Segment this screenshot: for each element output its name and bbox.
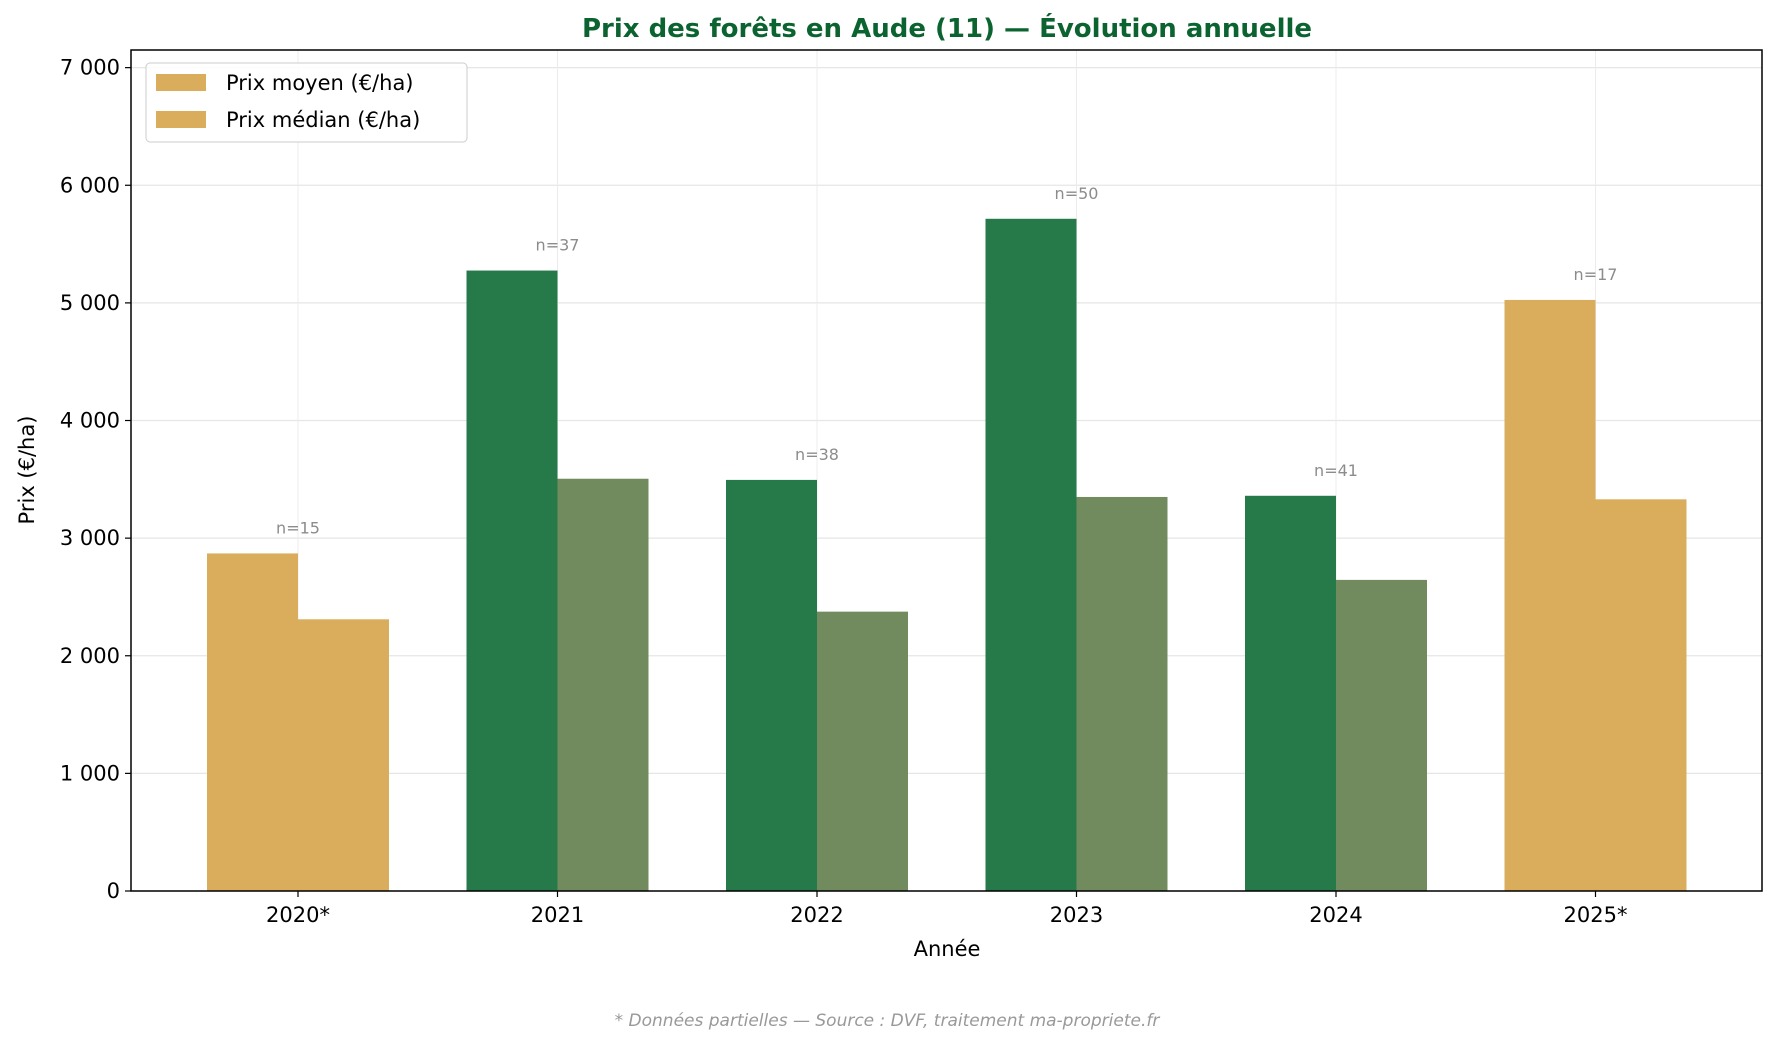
bar-moyen (466, 270, 558, 891)
legend: Prix moyen (€/ha) Prix médian (€/ha) (145, 62, 468, 143)
count-annotation: n=37 (536, 236, 580, 255)
y-tick-label: 1 000 (60, 761, 120, 785)
bar-moyen (726, 479, 817, 891)
footnote: * Données partielles — Source : DVF, tra… (615, 1011, 1161, 1031)
y-tick-label: 3 000 (60, 526, 120, 550)
count-annotation: n=15 (276, 518, 320, 537)
legend-swatch-median (156, 111, 206, 128)
legend-label-median: Prix médian (€/ha) (226, 108, 420, 132)
bar-moyen (1504, 299, 1596, 892)
x-axis: 2020* 2021 2022 2023 2024 2025* (266, 891, 1627, 927)
plot-frame (130, 49, 1763, 892)
x-tick-label: 2022 (790, 903, 843, 927)
bar-median (1076, 496, 1168, 891)
legend-box (145, 62, 468, 143)
bar-moyen (1245, 495, 1336, 891)
x-tick-label: 2025* (1564, 903, 1628, 927)
chart-title: Prix des forêts en Aude (11) — Évolution… (582, 12, 1312, 44)
bar-median (817, 611, 908, 891)
bar-median (298, 619, 389, 891)
y-tick-label: 5 000 (60, 291, 120, 315)
count-annotation: n=38 (795, 445, 839, 464)
x-tick-label: 2024 (1309, 903, 1362, 927)
y-tick-label: 4 000 (60, 409, 120, 433)
y-axis: 0 1 000 2 000 3 000 4 000 5 000 6 000 7 000 (60, 56, 131, 903)
bar-median (557, 478, 649, 891)
x-tick-label: 2023 (1050, 903, 1103, 927)
count-annotation: n=41 (1314, 461, 1358, 480)
count-annotation: n=17 (1574, 265, 1618, 284)
y-axis-label: Prix (€/ha) (15, 416, 39, 525)
x-tick-label: 2020* (266, 903, 330, 927)
x-axis-label: Année (914, 937, 981, 961)
bar-median (1336, 579, 1427, 891)
legend-label-moyen: Prix moyen (€/ha) (226, 71, 414, 95)
bars: n=15 n=37 n=38 n=50 n=41 n=17 (207, 184, 1687, 892)
y-tick-label: 2 000 (60, 644, 120, 668)
count-annotation: n=50 (1055, 184, 1099, 203)
bar-median (1595, 499, 1687, 891)
bar-moyen (985, 218, 1077, 892)
legend-swatch-moyen (156, 74, 206, 91)
x-tick-label: 2021 (531, 903, 584, 927)
y-tick-label: 6 000 (60, 173, 120, 197)
bar-moyen (207, 553, 298, 891)
y-tick-label: 7 000 (60, 56, 120, 80)
y-tick-label: 0 (107, 879, 120, 903)
